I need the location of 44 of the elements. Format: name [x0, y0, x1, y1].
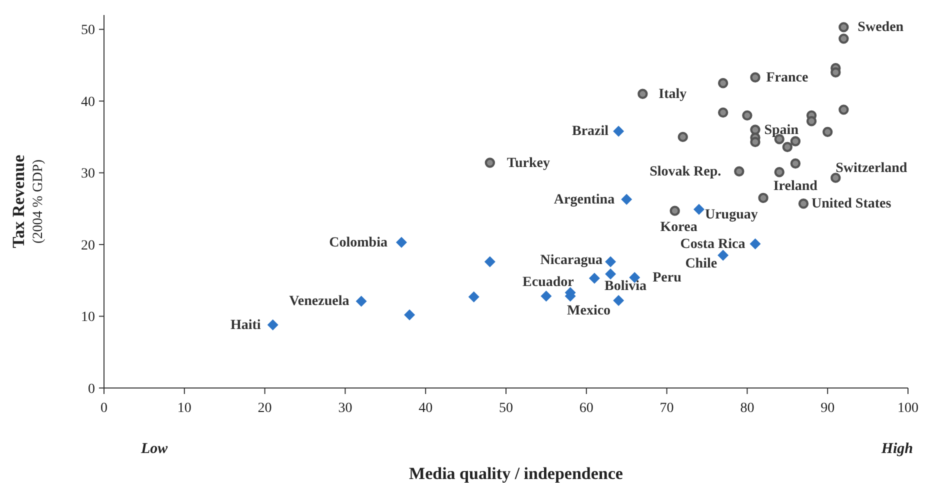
annotation: Uruguay [704, 207, 758, 222]
y-tick-label: 40 [81, 94, 95, 110]
annotation: Switzerland [836, 160, 908, 176]
x-tick-label: 80 [740, 401, 754, 416]
annotation: Mexico [567, 303, 611, 318]
x-tick-label: 30 [338, 401, 352, 416]
annotation: Ecuador [522, 275, 574, 290]
annotation: Spain [764, 122, 799, 138]
annotation: Costa Rica [680, 236, 746, 252]
annotation: Slovak Rep. [650, 164, 722, 180]
y-tick-label: 0 [88, 382, 95, 397]
annotation: Venezuela [289, 294, 350, 310]
annotation: Turkey [506, 156, 550, 171]
x-tick-label: 90 [820, 401, 835, 416]
annotation: Brazil [572, 124, 609, 140]
text: Low [140, 441, 169, 457]
annotation: Nicaragua [540, 252, 603, 268]
annotation: Italy [658, 86, 687, 102]
y-tick-label: 10 [81, 310, 95, 326]
annotation: France [766, 70, 808, 86]
x-tick-label: 10 [177, 401, 192, 416]
y-tick-label: 30 [81, 166, 95, 182]
x-tick-label: 100 [898, 401, 918, 416]
annotation: Peru [652, 270, 682, 286]
x-tick-label: 50 [499, 401, 513, 416]
x-tick-label: 20 [258, 401, 272, 416]
annotation: Chile [685, 256, 718, 272]
x-tick-label: 70 [660, 401, 674, 416]
x-tick-label: 60 [579, 401, 594, 416]
x-tick-label: 0 [100, 401, 108, 416]
annotation: Bolivia [604, 278, 647, 294]
annotation: Argentina [554, 192, 615, 208]
y-tick-label: 20 [81, 238, 95, 254]
annotation: Sweden [858, 20, 904, 36]
x-axis-title: Media quality / independence [409, 464, 624, 483]
annotation: Haiti [230, 318, 261, 333]
annotation: Colombia [329, 235, 388, 250]
text: High [880, 441, 913, 457]
annotation: United States [811, 196, 892, 212]
annotation: Ireland [773, 179, 818, 194]
y-tick-label: 50 [81, 23, 95, 38]
y-axis-title: Tax Revenue (2004 % GDP) [9, 154, 46, 248]
x-tick-label: 40 [418, 401, 433, 416]
annotation: Korea [660, 220, 698, 235]
